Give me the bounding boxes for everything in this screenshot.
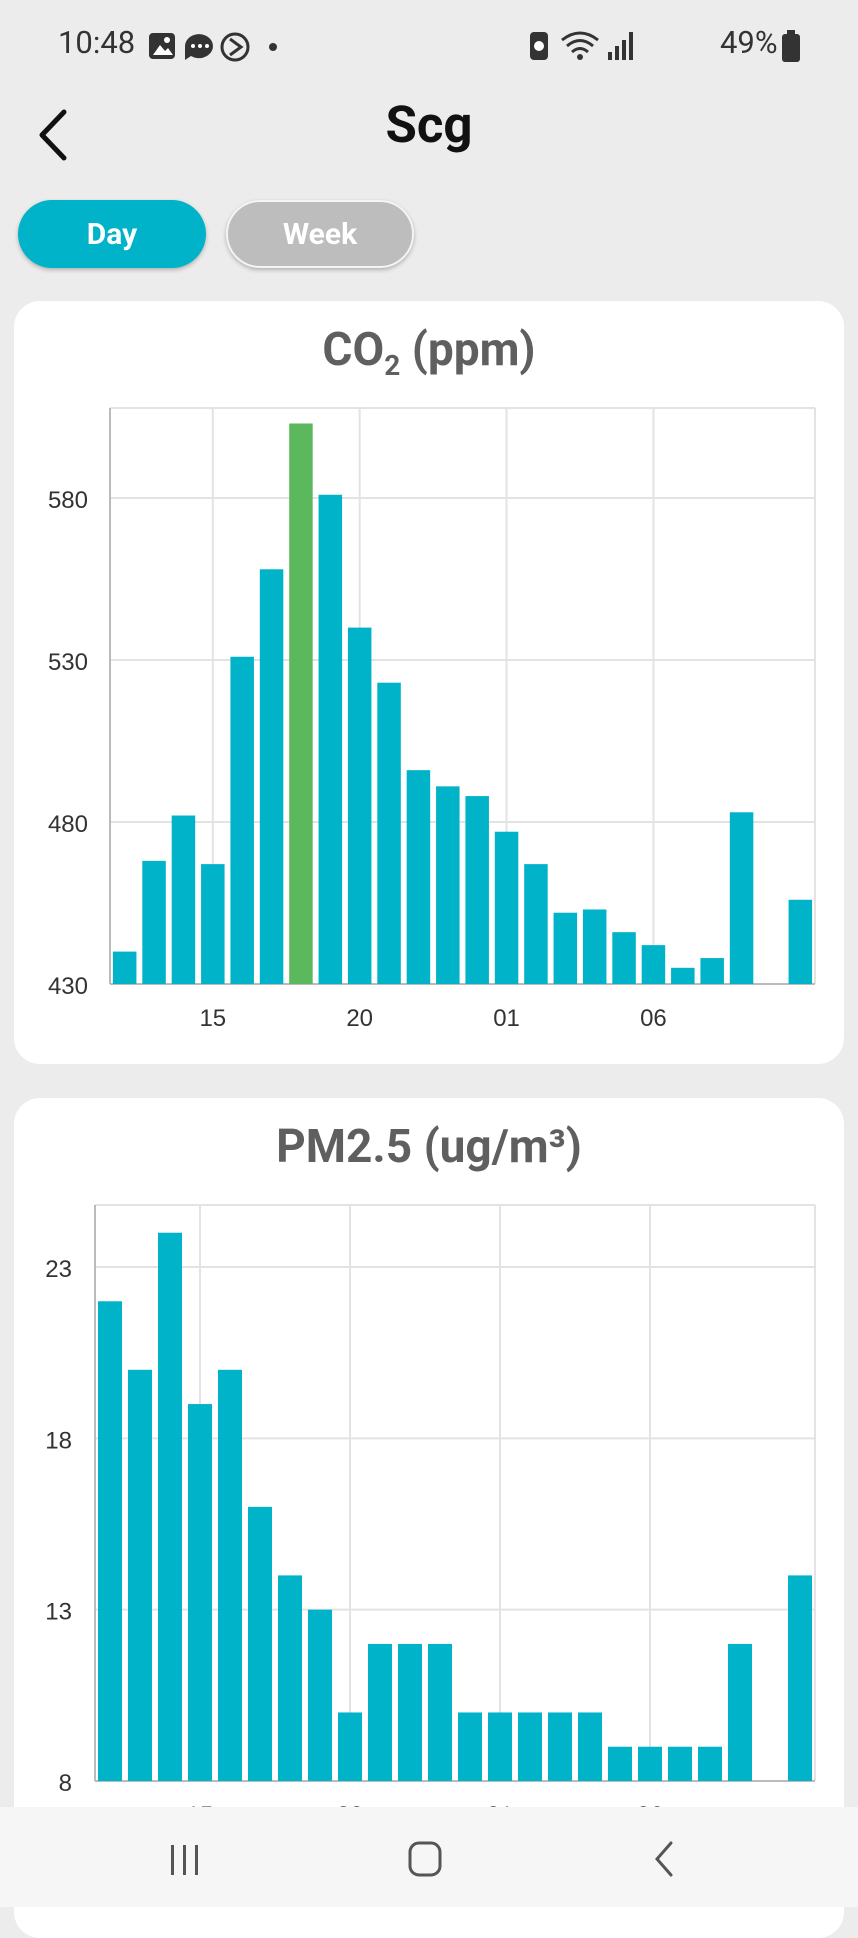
bar-07[interactable] xyxy=(668,1746,692,1781)
battery-percent: 49% xyxy=(720,24,778,61)
bar-02[interactable] xyxy=(518,1712,542,1781)
bar-05[interactable] xyxy=(608,1746,632,1781)
bar-18[interactable] xyxy=(289,423,313,985)
navigation-bar xyxy=(0,1807,858,1907)
system-icons xyxy=(530,31,633,60)
more-notifications-icon xyxy=(269,43,277,51)
bar-22[interactable] xyxy=(406,770,431,984)
battery-saver-icon xyxy=(530,32,548,60)
bar-14[interactable] xyxy=(158,1232,182,1781)
signal-icon xyxy=(608,32,633,60)
bar-08[interactable] xyxy=(700,958,724,984)
bar-06[interactable] xyxy=(641,945,666,984)
bar-16[interactable] xyxy=(218,1369,242,1781)
bar-13[interactable] xyxy=(142,860,166,984)
y-tick-label: 13 xyxy=(45,1599,72,1626)
x-tick-label: 20 xyxy=(346,1005,373,1032)
x-tick-label: 01 xyxy=(493,1005,520,1032)
y-tick-label: 18 xyxy=(45,1427,72,1454)
chat-icon xyxy=(185,34,213,60)
y-tick-label: 480 xyxy=(48,811,88,838)
bar-22[interactable] xyxy=(398,1643,422,1781)
x-tick-label: 15 xyxy=(199,1005,226,1032)
bar-01[interactable] xyxy=(494,831,519,984)
back-arrow-icon xyxy=(39,109,67,161)
home-button[interactable] xyxy=(385,1829,465,1889)
recent-apps-button[interactable] xyxy=(145,1829,225,1889)
bar-13[interactable] xyxy=(128,1369,152,1781)
bar-00[interactable] xyxy=(458,1712,482,1781)
battery-icon xyxy=(782,30,800,62)
bar-15[interactable] xyxy=(188,1404,212,1781)
y-tick-label: 530 xyxy=(48,649,88,676)
bar-23[interactable] xyxy=(436,786,460,984)
bar-21[interactable] xyxy=(368,1643,392,1781)
bar-19[interactable] xyxy=(308,1609,332,1781)
bar-09[interactable] xyxy=(728,1643,752,1781)
bar-04[interactable] xyxy=(578,1712,602,1781)
tab-day[interactable]: Day xyxy=(18,200,206,268)
page-title: Scg xyxy=(385,96,473,155)
status-time: 10:48 xyxy=(58,24,136,61)
bar-20[interactable] xyxy=(338,1712,362,1781)
header: Scg xyxy=(0,92,858,192)
co2-chart-card: CO2 (ppm) 430 480 530 580 15 20 01 06 xyxy=(14,301,844,1064)
x-tick-label: 06 xyxy=(640,1005,667,1032)
bar-09[interactable] xyxy=(729,812,754,984)
pm25-chart-title: PM2.5 (ug/m³) xyxy=(276,1120,582,1174)
bar-11[interactable] xyxy=(788,1575,812,1781)
bar-18[interactable] xyxy=(278,1575,302,1781)
recent-apps-icon xyxy=(171,1845,198,1875)
back-button[interactable] xyxy=(22,100,92,170)
bar-17[interactable] xyxy=(259,569,284,984)
back-nav-button[interactable] xyxy=(625,1829,705,1889)
bar-11[interactable] xyxy=(788,899,813,984)
home-icon xyxy=(408,1841,442,1877)
bar-15[interactable] xyxy=(201,864,225,984)
gallery-icon xyxy=(149,33,175,59)
bar-01[interactable] xyxy=(488,1712,512,1781)
y-tick-label: 430 xyxy=(48,973,88,1000)
bar-00[interactable] xyxy=(465,796,489,984)
pm25-chart-card: PM2.5 (ug/m³) 813182315200106 xyxy=(14,1098,844,1938)
y-tick-label: 23 xyxy=(45,1256,72,1283)
bar-12[interactable] xyxy=(112,951,137,984)
bar-03[interactable] xyxy=(548,1712,572,1781)
status-bar: 10:48 xyxy=(0,0,858,92)
y-tick-label: 580 xyxy=(48,487,88,514)
bar-05[interactable] xyxy=(612,932,636,984)
bar-19[interactable] xyxy=(318,494,343,984)
bar-14[interactable] xyxy=(171,815,196,984)
bar-04[interactable] xyxy=(582,909,607,984)
bar-08[interactable] xyxy=(698,1746,722,1781)
tab-week[interactable]: Week xyxy=(226,200,414,268)
bar-07[interactable] xyxy=(671,967,695,984)
bar-23[interactable] xyxy=(428,1643,452,1781)
bar-02[interactable] xyxy=(524,864,548,984)
co2-chart: 430 480 530 580 15 20 01 06 xyxy=(48,407,816,1032)
bar-16[interactable] xyxy=(230,656,254,984)
bar-20[interactable] xyxy=(347,627,372,984)
bar-06[interactable] xyxy=(638,1746,662,1781)
back-nav-icon xyxy=(655,1841,673,1877)
smartthings-icon xyxy=(220,32,250,62)
bar-21[interactable] xyxy=(377,682,401,984)
bar-17[interactable] xyxy=(248,1506,272,1781)
co2-chart-title: CO2 (ppm) xyxy=(322,323,536,383)
bar-12[interactable] xyxy=(98,1301,122,1781)
y-tick-label: 8 xyxy=(59,1770,72,1797)
wifi-icon xyxy=(561,31,599,60)
bar-03[interactable] xyxy=(553,912,578,984)
notification-icons xyxy=(149,32,277,62)
pm25-chart: 813182315200106 xyxy=(45,1204,816,1829)
